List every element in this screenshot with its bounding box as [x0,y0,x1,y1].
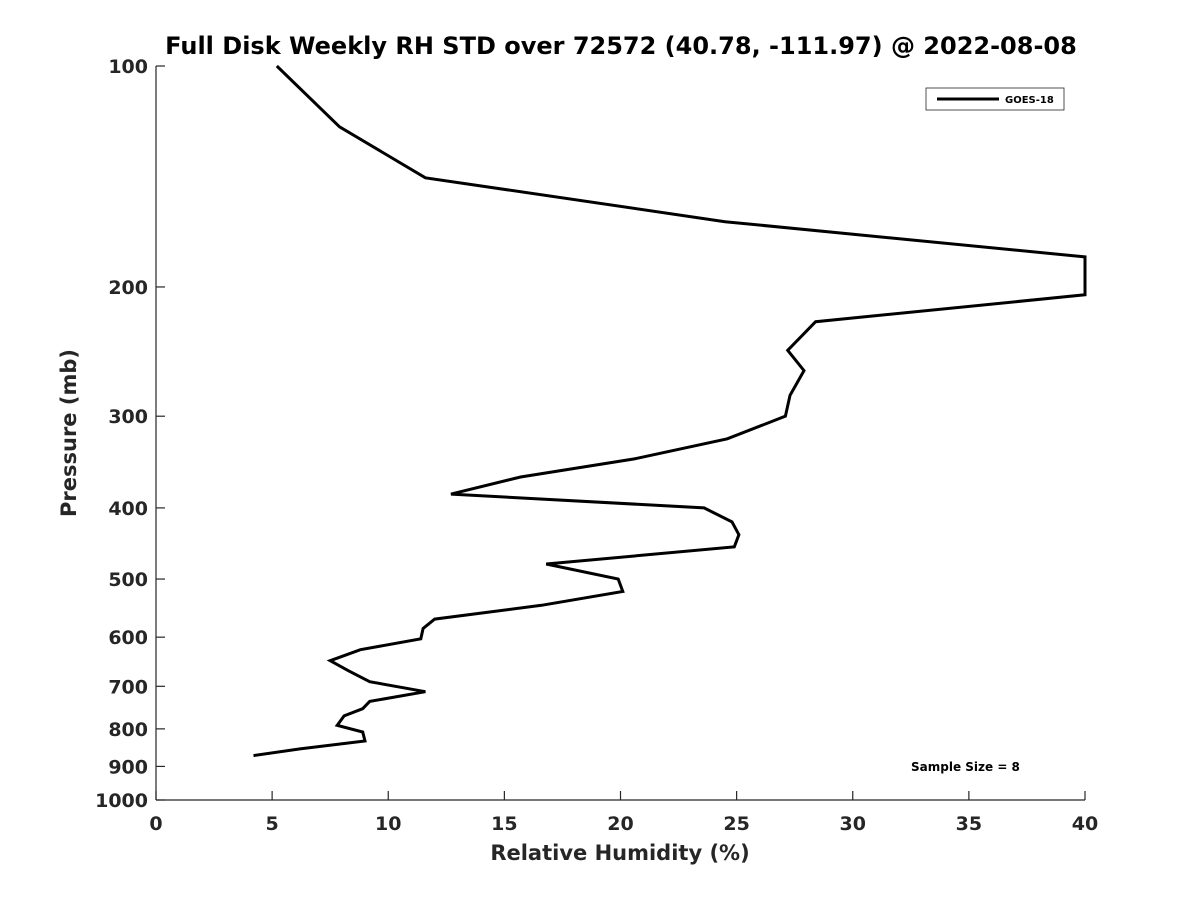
x-tick-label: 30 [840,813,866,835]
y-axis-ticks: 100 200 300 400 500 600 700 800 900 1000 [95,56,165,812]
y-tick-label: 300 [108,406,148,428]
chart-title: Full Disk Weekly RH STD over 72572 (40.7… [165,32,1077,60]
x-tick-label: 10 [375,813,401,835]
y-tick-label: 1000 [95,790,148,812]
x-tick-label: 5 [266,813,279,835]
y-axis-label: Pressure (mb) [57,349,81,517]
plot-area [155,66,1085,801]
x-tick-label: 40 [1072,813,1098,835]
legend-label-goes-18: GOES-18 [1005,95,1054,106]
y-tick-label: 500 [108,569,148,591]
y-tick-label: 900 [108,756,148,778]
y-tick-label: 800 [108,719,148,741]
series-layer [253,64,1087,758]
sample-size-annotation: Sample Size = 8 [911,760,1020,774]
y-tick-label: 400 [108,498,148,520]
series-line-goes-18 [253,64,1087,758]
y-tick-label: 700 [108,676,148,698]
x-axis-ticks: 0 5 10 15 20 25 30 35 40 [149,791,1098,835]
x-tick-label: 25 [723,813,749,835]
plot-background [156,66,1085,800]
x-tick-label: 15 [491,813,517,835]
y-tick-label: 100 [108,56,148,78]
x-tick-label: 0 [149,813,162,835]
x-tick-label: 20 [607,813,633,835]
y-tick-label: 600 [108,627,148,649]
x-tick-label: 35 [956,813,982,835]
y-tick-label: 200 [108,277,148,299]
x-axis-label: Relative Humidity (%) [490,841,749,865]
legend: GOES-18 [925,87,1065,111]
